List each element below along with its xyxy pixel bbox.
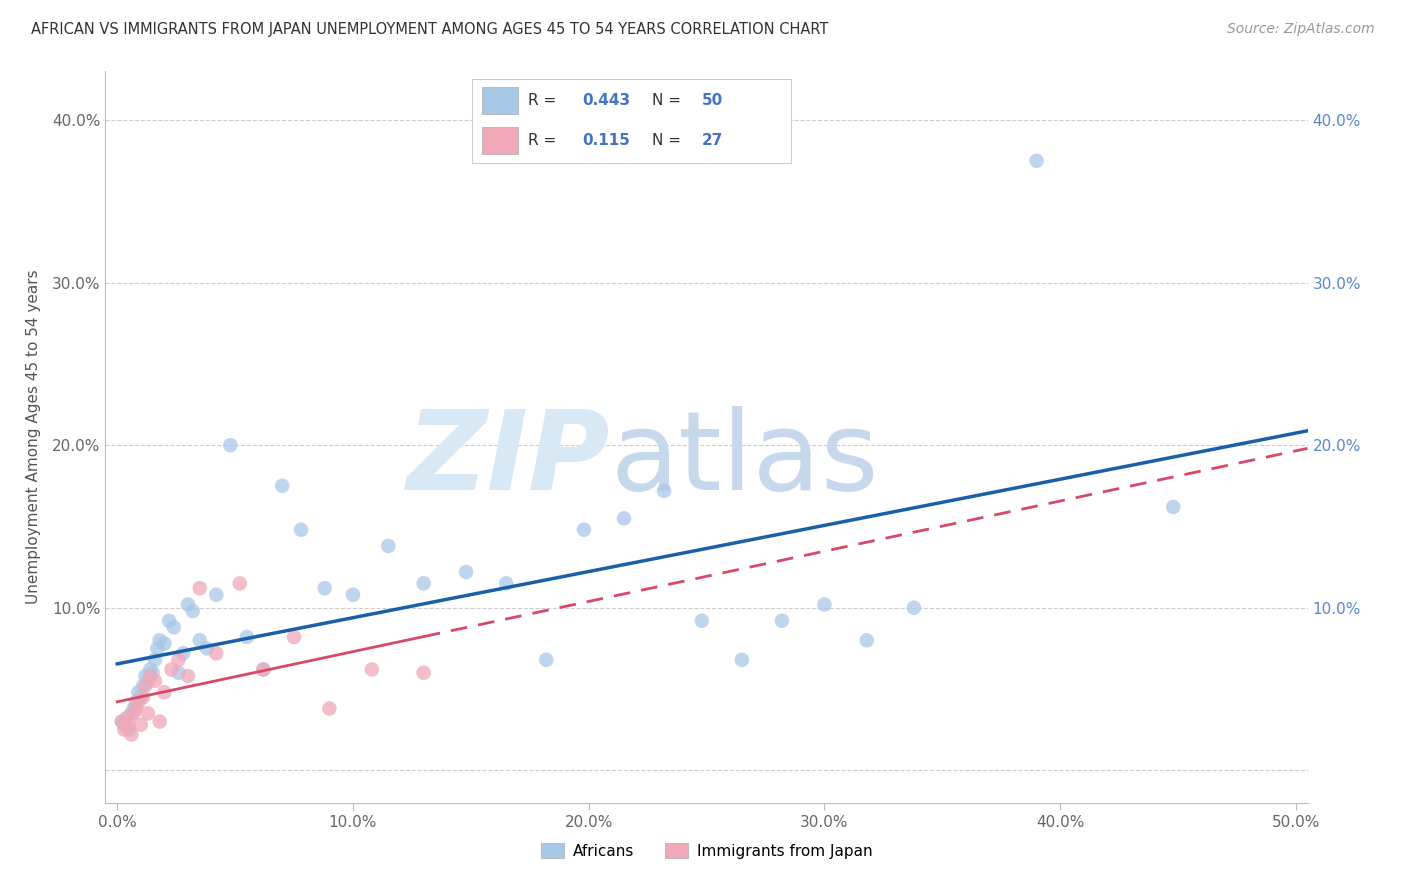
Point	[135, 679, 157, 693]
Point	[127, 685, 149, 699]
Point	[125, 701, 148, 715]
Point	[143, 673, 166, 688]
Text: ZIP: ZIP	[406, 406, 610, 513]
Point	[188, 581, 211, 595]
Point	[731, 653, 754, 667]
Point	[132, 679, 155, 693]
Point	[136, 673, 159, 688]
Point	[412, 665, 434, 680]
Legend: Africans, Immigrants from Japan: Africans, Immigrants from Japan	[534, 837, 879, 864]
Point	[115, 711, 138, 725]
Point	[157, 614, 180, 628]
Point	[177, 598, 200, 612]
Point	[136, 706, 159, 721]
Point	[181, 604, 204, 618]
Point	[132, 690, 155, 705]
Point	[360, 663, 382, 677]
Point	[495, 576, 517, 591]
Point	[855, 633, 877, 648]
Point	[111, 714, 134, 729]
Point	[112, 718, 135, 732]
Point	[129, 718, 152, 732]
Point	[690, 614, 713, 628]
Point	[314, 581, 336, 595]
Point	[813, 598, 835, 612]
Point	[318, 701, 340, 715]
Point	[1161, 500, 1184, 514]
Point	[652, 483, 675, 498]
Point	[112, 723, 135, 737]
Point	[613, 511, 636, 525]
Point	[160, 663, 183, 677]
Point	[143, 653, 166, 667]
Point	[127, 695, 149, 709]
Point	[118, 723, 141, 737]
Point	[142, 665, 165, 680]
Point	[149, 714, 172, 729]
Point	[111, 714, 134, 729]
Y-axis label: Unemployment Among Ages 45 to 54 years: Unemployment Among Ages 45 to 54 years	[25, 269, 41, 605]
Point	[205, 588, 228, 602]
Point	[290, 523, 312, 537]
Point	[903, 600, 925, 615]
Point	[146, 641, 169, 656]
Point	[377, 539, 399, 553]
Point	[125, 695, 148, 709]
Point	[153, 685, 176, 699]
Point	[153, 636, 176, 650]
Point	[120, 727, 142, 741]
Point	[236, 630, 259, 644]
Point	[120, 706, 142, 721]
Text: Source: ZipAtlas.com: Source: ZipAtlas.com	[1227, 22, 1375, 37]
Point	[122, 701, 145, 715]
Point	[252, 663, 274, 677]
Point	[229, 576, 252, 591]
Point	[271, 479, 294, 493]
Point	[219, 438, 242, 452]
Point	[135, 669, 157, 683]
Point	[167, 653, 190, 667]
Point	[115, 711, 138, 725]
Point	[572, 523, 595, 537]
Point	[188, 633, 211, 648]
Point	[534, 653, 557, 667]
Point	[149, 633, 172, 648]
Point	[412, 576, 434, 591]
Point	[205, 646, 228, 660]
Point	[1025, 153, 1047, 168]
Text: AFRICAN VS IMMIGRANTS FROM JAPAN UNEMPLOYMENT AMONG AGES 45 TO 54 YEARS CORRELAT: AFRICAN VS IMMIGRANTS FROM JAPAN UNEMPLO…	[31, 22, 828, 37]
Point	[283, 630, 305, 644]
Point	[195, 641, 218, 656]
Point	[167, 665, 190, 680]
Point	[129, 690, 152, 705]
Point	[139, 669, 162, 683]
Point	[118, 718, 141, 732]
Text: atlas: atlas	[610, 406, 879, 513]
Point	[770, 614, 793, 628]
Point	[342, 588, 364, 602]
Point	[163, 620, 186, 634]
Point	[139, 663, 162, 677]
Point	[252, 663, 274, 677]
Point	[172, 646, 194, 660]
Point	[122, 706, 145, 721]
Point	[456, 565, 478, 579]
Point	[177, 669, 200, 683]
